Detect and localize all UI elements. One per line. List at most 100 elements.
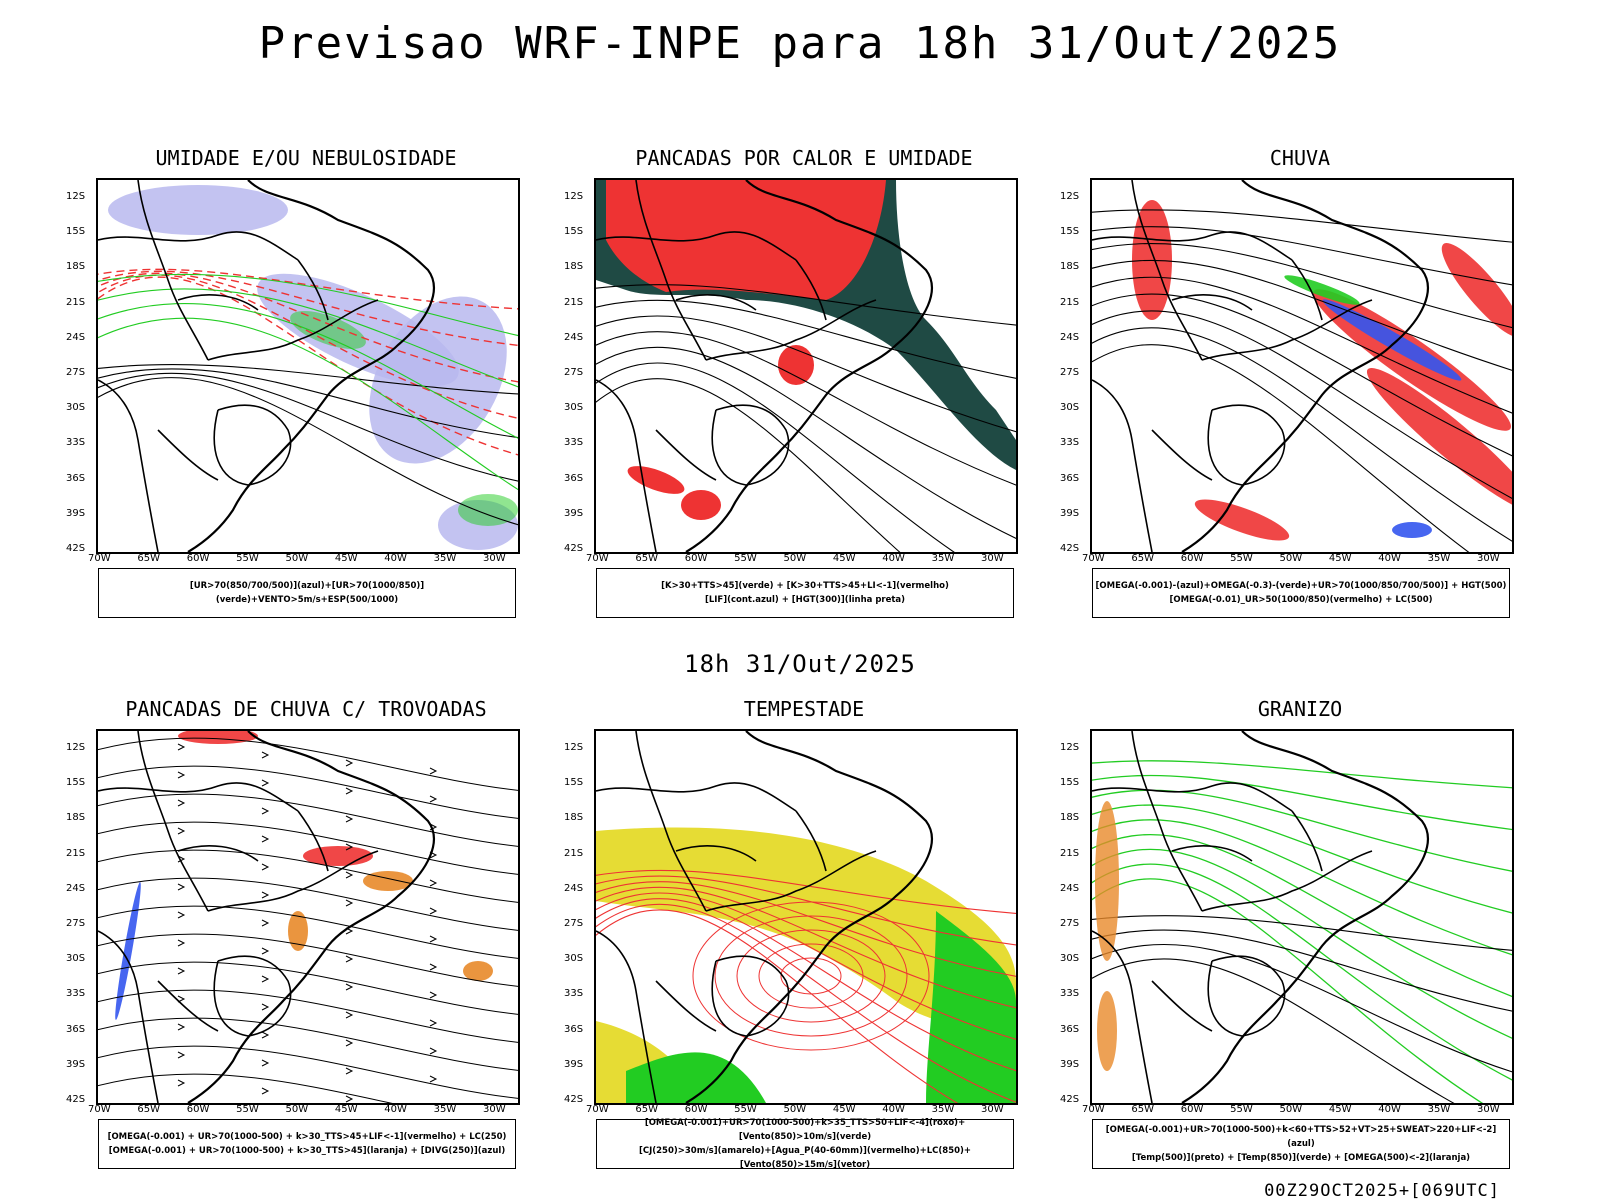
isoline <box>1092 863 1512 1081</box>
isoline <box>1092 226 1512 286</box>
isoline <box>596 903 1016 1103</box>
country-border <box>596 231 797 261</box>
country-border <box>98 379 159 552</box>
streamline-arrow <box>261 975 270 983</box>
legend-line: [OMEGA(-0.001)-(azul)+OMEGA(-0.3)-(verde… <box>1095 581 1507 591</box>
lat-tick: 39S <box>1060 1058 1080 1070</box>
country-border <box>98 782 299 812</box>
lon-tick: 30W <box>1477 553 1500 564</box>
country-border <box>1207 404 1286 486</box>
lon-tick: 65W <box>137 1104 160 1115</box>
lat-tick: 36S <box>66 472 86 484</box>
lon-tick: 55W <box>236 1104 259 1115</box>
country-border <box>157 980 219 1032</box>
country-border <box>1151 429 1213 481</box>
lat-tick: 12S <box>66 191 86 202</box>
legend-line: [Temp(500)](preto) + [Temp(850)](verde) … <box>1131 1153 1471 1163</box>
streamline-arrow <box>261 947 270 955</box>
lon-tick: 70W <box>88 1104 111 1115</box>
country-border <box>297 259 329 321</box>
streamline-arrow <box>261 919 270 927</box>
streamline-arrow <box>261 1003 270 1011</box>
streamline-arrow <box>345 955 354 963</box>
lon-tick: 70W <box>88 553 111 564</box>
lon-tick: 45W <box>832 1104 856 1115</box>
lat-tick: 33S <box>564 988 584 1000</box>
lon-tick: 55W <box>236 553 259 564</box>
streamline <box>98 933 518 987</box>
lat-tick: 33S <box>66 437 86 449</box>
streamline-arrow <box>177 855 186 863</box>
streamline-arrow <box>177 771 186 779</box>
panel-title-chuva: CHUVA <box>1269 146 1331 170</box>
lat-tick: 27S <box>66 367 86 378</box>
isoline <box>692 901 930 1051</box>
lat-tick: 18S <box>1060 812 1080 824</box>
streamline <box>98 737 518 791</box>
lat-tick: 30S <box>1060 402 1080 414</box>
isoline <box>1092 242 1512 329</box>
country-border <box>177 294 259 311</box>
lon-tick: 35W <box>433 1104 457 1115</box>
map-granizo <box>1090 729 1514 1105</box>
coastline <box>187 731 435 1103</box>
lat-tick: 39S <box>66 507 86 519</box>
coastline <box>1181 731 1429 1103</box>
streamline-arrow <box>177 1023 186 1031</box>
panel-title-tempestade: TEMPESTADE <box>743 697 865 721</box>
lat-tick: 30S <box>1060 953 1080 965</box>
map-canvas-pancadas-calor <box>596 180 1016 552</box>
lon-tick: 40W <box>384 1104 407 1115</box>
legend-line: [OMEGA(-0.001) + UR>70(1000-500) + k>30_… <box>108 1146 506 1156</box>
isoline <box>98 273 518 337</box>
lon-tick: 60W <box>1180 1104 1204 1115</box>
lat-tick: 21S <box>1060 296 1080 308</box>
legend-line: [OMEGA(-0.001)+UR>70(1000-500)+k<60+TTS>… <box>1105 1125 1497 1149</box>
lon-tick: 40W <box>1378 553 1401 564</box>
lat-tick: 24S <box>1060 882 1080 894</box>
streamline-arrow <box>177 883 186 891</box>
lon-tick: 55W <box>1230 553 1253 564</box>
isoline <box>98 368 518 439</box>
lon-tick: 45W <box>832 553 856 564</box>
coastline <box>187 180 435 552</box>
lat-tick: 42S <box>1060 1094 1080 1105</box>
lon-tick: 35W <box>931 553 955 564</box>
lat-tick: 27S <box>1060 918 1080 929</box>
lat-tick: 12S <box>66 742 86 753</box>
lon-tick: 60W <box>684 553 708 564</box>
lat-tick: 15S <box>564 226 584 238</box>
lon-tick: 35W <box>931 1104 955 1115</box>
map-canvas-tempestade <box>596 731 1016 1103</box>
coastline <box>685 180 933 552</box>
lat-tick: 33S <box>1060 988 1080 1000</box>
country-border <box>675 845 757 862</box>
isoline <box>98 372 518 482</box>
streamline <box>98 961 518 1015</box>
isoline <box>596 869 1016 914</box>
isoline <box>1092 259 1512 371</box>
isoline <box>596 898 1016 1072</box>
lat-tick: 36S <box>1060 1023 1080 1035</box>
country-border <box>596 379 657 552</box>
map-trovoadas <box>96 729 520 1105</box>
country-border <box>137 180 209 361</box>
lat-tick: 33S <box>564 437 584 449</box>
isoline <box>98 274 518 419</box>
isoline <box>596 892 1016 1040</box>
isoline <box>714 915 908 1037</box>
isoline <box>98 363 518 395</box>
legend-chuva: [OMEGA(-0.001)-(azul)+OMEGA(-0.3)-(verde… <box>1092 568 1510 618</box>
streamline-arrow <box>429 963 438 971</box>
lat-tick: 21S <box>66 847 86 859</box>
lon-tick: 45W <box>1328 1104 1352 1115</box>
shaded-area <box>290 311 366 349</box>
lon-tick: 50W <box>783 1104 807 1115</box>
lat-tick: 33S <box>1060 437 1080 449</box>
streamline-arrow <box>345 871 354 879</box>
country-border <box>596 930 657 1103</box>
streamline-arrow <box>345 815 354 823</box>
streamline-arrow <box>261 751 270 759</box>
legend-line: [CJ(250)>30m/s](amarelo)+[Agua_P(40-60mm… <box>638 1146 972 1170</box>
streamline <box>98 905 518 959</box>
